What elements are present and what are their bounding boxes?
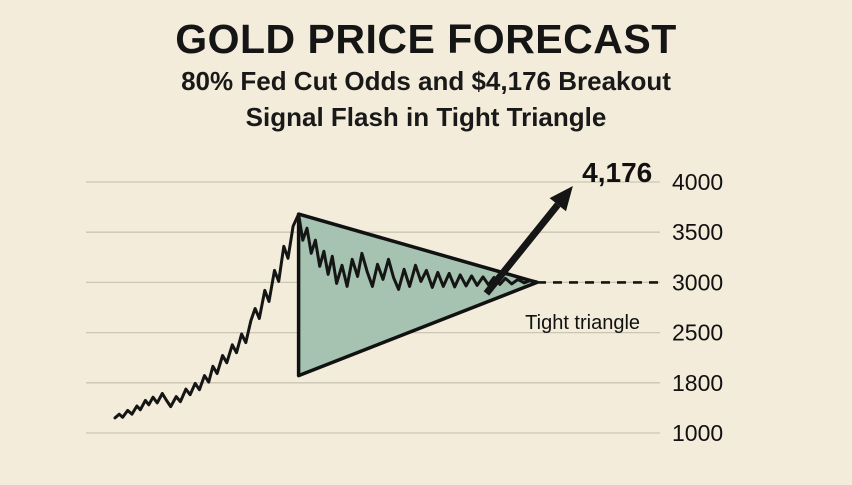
y-axis-label: 4000	[672, 169, 723, 195]
price-line	[113, 212, 539, 420]
subtitle-line-1: 80% Fed Cut Odds and $4,176 Breakout	[181, 66, 671, 97]
header: GOLD PRICE FORECAST 80% Fed Cut Odds and…	[0, 16, 852, 133]
breakout-arrow-head	[549, 186, 573, 212]
annotation-tight-triangle: Tight triangle	[525, 312, 640, 334]
y-axis-label: 1800	[672, 370, 723, 396]
y-axis-label: 3000	[672, 269, 723, 295]
y-axis-label: 1000	[672, 420, 723, 446]
triangle-pattern	[296, 212, 539, 378]
y-axis-label: 2500	[672, 320, 723, 346]
annotation-breakout-price: 4,176	[582, 157, 652, 188]
breakout-arrow-shaft	[483, 202, 561, 296]
page-title: GOLD PRICE FORECAST	[175, 16, 677, 62]
y-axis-label: 3500	[672, 219, 723, 245]
subtitle-line-2: Signal Flash in Tight Triangle	[245, 102, 607, 133]
